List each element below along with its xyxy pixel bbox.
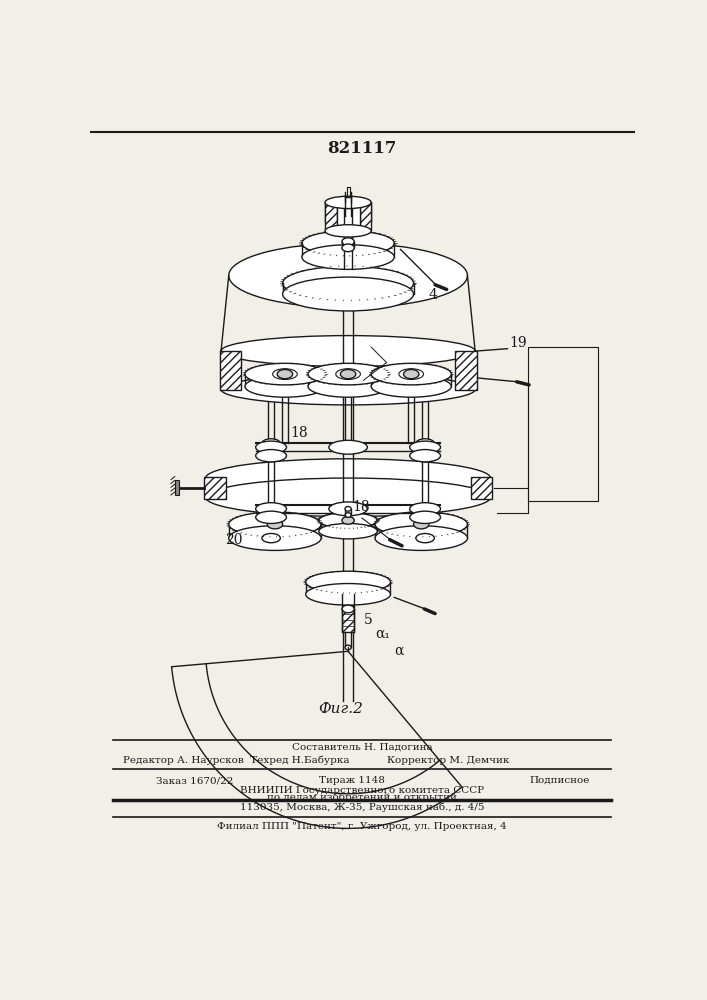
Ellipse shape	[416, 439, 434, 448]
Bar	[360, 202, 371, 231]
Text: ВНИИПИ Государственного комитета СССР: ВНИИПИ Государственного комитета СССР	[240, 786, 484, 795]
Bar	[325, 202, 337, 231]
Ellipse shape	[409, 503, 440, 515]
Ellipse shape	[375, 512, 467, 537]
Ellipse shape	[256, 450, 286, 462]
Bar	[175, 480, 179, 495]
Ellipse shape	[221, 336, 475, 366]
Text: 18: 18	[352, 500, 370, 514]
Ellipse shape	[277, 369, 293, 379]
Ellipse shape	[245, 376, 325, 397]
Text: 113035, Москва, Ж-35, Раушская наб., д. 4/5: 113035, Москва, Ж-35, Раушская наб., д. …	[240, 803, 484, 812]
Text: Тираж 1148: Тираж 1148	[319, 776, 385, 785]
Ellipse shape	[345, 507, 351, 511]
Ellipse shape	[305, 584, 390, 605]
Text: 19: 19	[510, 336, 527, 350]
Ellipse shape	[371, 363, 451, 385]
Ellipse shape	[342, 238, 354, 246]
Ellipse shape	[267, 520, 283, 529]
Ellipse shape	[342, 517, 354, 524]
Text: Филиал ППП "Патент", г. Ужгород, ул. Проектная, 4: Филиал ППП "Патент", г. Ужгород, ул. Про…	[217, 822, 507, 831]
Ellipse shape	[302, 231, 395, 256]
Bar	[342, 609, 354, 632]
Ellipse shape	[345, 513, 351, 517]
Ellipse shape	[340, 369, 356, 379]
Ellipse shape	[262, 439, 281, 448]
Text: 18: 18	[291, 426, 308, 440]
Ellipse shape	[262, 382, 281, 391]
Bar	[344, 208, 352, 231]
Ellipse shape	[206, 478, 491, 517]
Text: по делам изобретений и открытий: по делам изобретений и открытий	[267, 793, 457, 802]
Bar	[219, 351, 241, 389]
Ellipse shape	[416, 533, 434, 543]
Ellipse shape	[342, 605, 354, 613]
Ellipse shape	[325, 225, 371, 237]
Ellipse shape	[283, 277, 414, 311]
Ellipse shape	[308, 363, 388, 385]
Ellipse shape	[409, 450, 440, 462]
Text: α: α	[395, 644, 404, 658]
Ellipse shape	[305, 571, 390, 593]
Text: 4: 4	[429, 288, 438, 302]
Ellipse shape	[308, 376, 388, 397]
Ellipse shape	[229, 243, 467, 308]
Text: α₁: α₁	[375, 626, 390, 640]
Ellipse shape	[221, 374, 475, 405]
Ellipse shape	[283, 266, 414, 300]
Text: Подписное: Подписное	[529, 776, 590, 785]
Text: Фиг.2: Фиг.2	[318, 702, 363, 716]
Ellipse shape	[262, 533, 281, 543]
Text: Корректор М. Демчик: Корректор М. Демчик	[387, 756, 510, 765]
Ellipse shape	[229, 512, 321, 537]
Ellipse shape	[229, 526, 321, 550]
Ellipse shape	[325, 196, 371, 209]
Ellipse shape	[345, 645, 351, 650]
Text: 20: 20	[225, 532, 243, 546]
Ellipse shape	[319, 523, 378, 539]
Bar	[325, 202, 371, 222]
Bar	[527, 347, 598, 501]
Text: Редактор А. Наурсков  Техред Н.Бабурка: Редактор А. Наурсков Техред Н.Бабурка	[123, 756, 350, 765]
Ellipse shape	[329, 440, 368, 454]
Ellipse shape	[319, 513, 378, 528]
Bar	[204, 477, 226, 499]
Ellipse shape	[409, 511, 440, 523]
Text: Заказ 1670/22: Заказ 1670/22	[156, 776, 233, 785]
Bar	[337, 202, 360, 231]
Ellipse shape	[409, 441, 440, 453]
Ellipse shape	[256, 511, 286, 523]
Ellipse shape	[342, 244, 354, 252]
Ellipse shape	[416, 382, 434, 391]
Text: 5: 5	[363, 613, 373, 627]
Bar	[455, 351, 477, 389]
Ellipse shape	[256, 441, 286, 453]
Ellipse shape	[404, 369, 419, 379]
Ellipse shape	[245, 363, 325, 385]
Ellipse shape	[371, 376, 451, 397]
Ellipse shape	[414, 520, 429, 529]
Ellipse shape	[206, 459, 491, 497]
Ellipse shape	[375, 526, 467, 550]
Ellipse shape	[256, 503, 286, 515]
Bar	[471, 477, 492, 499]
Text: Составитель Н. Падогина: Составитель Н. Падогина	[292, 743, 432, 752]
Ellipse shape	[302, 245, 395, 269]
Text: 821117: 821117	[327, 140, 397, 157]
Ellipse shape	[329, 502, 368, 516]
